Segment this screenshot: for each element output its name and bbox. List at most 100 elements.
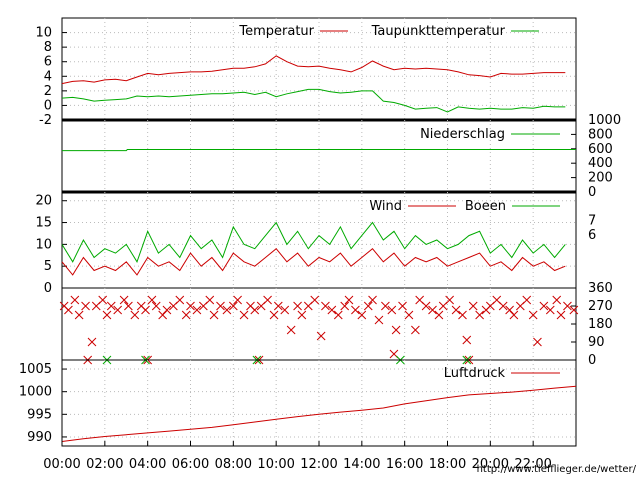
- y-tick-label: 600: [588, 142, 613, 157]
- direction-point: [340, 301, 350, 311]
- y-tick-label: 360: [588, 281, 613, 296]
- y-tick-label: 10: [35, 237, 52, 252]
- direction-point: [293, 301, 302, 311]
- direction-point: [545, 305, 555, 315]
- direction-point: [381, 301, 390, 311]
- direction-point: [286, 325, 296, 335]
- wind-direction-panel: 0 90 180 270 360: [59, 281, 613, 368]
- direction-point: [181, 310, 191, 320]
- x-tick-label: 04:00: [129, 457, 166, 472]
- direction-point: [333, 310, 343, 320]
- direction-point: [74, 310, 84, 320]
- direction-point: [368, 295, 377, 305]
- y-tick-label: 995: [27, 407, 52, 422]
- direction-point: [563, 301, 572, 311]
- x-tick-label: 06:00: [172, 457, 209, 472]
- direction-point: [192, 305, 202, 315]
- direction-point: [458, 310, 467, 320]
- direction-point: [102, 310, 112, 320]
- direction-point: [186, 301, 195, 311]
- y-tick-label: 6: [44, 55, 52, 70]
- direction-point: [87, 337, 97, 347]
- credit-link[interactable]: http://www.tiefflieger.de/wetter/: [477, 464, 637, 475]
- x-tick-label: 08:00: [215, 457, 252, 472]
- legend-label-luftdruck: Luftdruck: [444, 366, 506, 381]
- direction-point: [216, 301, 225, 311]
- y-tick-label: 270: [588, 299, 613, 314]
- y-tick-label: 90: [588, 335, 605, 350]
- y-tick-label: 5: [44, 259, 52, 274]
- direction-point: [158, 310, 168, 320]
- direction-point: [250, 305, 260, 315]
- y-tick-label: 800: [588, 127, 613, 142]
- series-line-niederschlag: [62, 149, 576, 152]
- series-line-boeen: [61, 221, 566, 263]
- x-tick-label: 16:00: [386, 457, 423, 472]
- direction-point: [404, 310, 414, 320]
- direction-point: [327, 305, 337, 315]
- legend-label-niederschlag: Niederschlag: [420, 127, 505, 142]
- direction-point: [209, 310, 219, 320]
- direction-point: [468, 301, 478, 311]
- direction-point: [310, 295, 320, 305]
- direction-point: [462, 335, 472, 345]
- direction-point: [263, 295, 272, 305]
- direction-point: [451, 305, 461, 315]
- direction-point: [498, 301, 508, 311]
- direction-point: [357, 310, 367, 320]
- y-tick-label: 0: [588, 353, 596, 368]
- series-line-luftdruck: [61, 385, 577, 442]
- x-tick-label: 22:00: [514, 457, 551, 472]
- y-tick-label: -2: [39, 113, 52, 128]
- direction-point: [428, 305, 437, 315]
- x-tick-label: 00:00: [43, 457, 80, 472]
- direction-point: [344, 295, 354, 305]
- direction-point: [411, 325, 420, 335]
- direction-point: [151, 301, 161, 311]
- direction-point: [539, 301, 549, 311]
- y-tick-label: 1000: [19, 385, 52, 400]
- direction-point: [569, 305, 579, 315]
- direction-point: [81, 301, 90, 311]
- legend-label-temperatur: Temperatur: [238, 24, 314, 39]
- y-tick-label: 400: [588, 156, 613, 171]
- y-tick-label: 1000: [588, 113, 621, 128]
- direction-point: [434, 310, 444, 320]
- direction-point: [387, 305, 397, 315]
- direction-point: [533, 337, 542, 347]
- direction-point: [222, 305, 232, 315]
- direction-point: [239, 310, 249, 320]
- x-tick-label: 20:00: [472, 457, 509, 472]
- direction-point: [228, 301, 238, 311]
- wind-panel: 0 5 10 15 20 76 Wind Boeen: [35, 191, 596, 296]
- direction-point: [445, 295, 454, 305]
- direction-point: [130, 310, 140, 320]
- y-tick-label: 0: [44, 98, 52, 113]
- direction-point: [147, 295, 157, 305]
- direction-point: [391, 325, 401, 335]
- series-line-wind: [61, 247, 566, 276]
- direction-point: [297, 310, 307, 320]
- pressure-panel: 990 995 1000 1005 Luftdruck: [19, 359, 577, 447]
- direction-point: [363, 301, 373, 311]
- direction-point: [70, 295, 80, 305]
- x-tick-label: 10:00: [257, 457, 294, 472]
- legend-label-boeen: Boeen: [465, 199, 506, 214]
- direction-point: [522, 295, 532, 305]
- direction-point: [321, 301, 330, 311]
- direction-point: [106, 301, 116, 311]
- direction-point: [205, 295, 215, 305]
- x-tick-label: 14:00: [343, 457, 380, 472]
- y-tick-label: 20: [35, 194, 52, 209]
- direction-point: [316, 331, 326, 341]
- direction-point: [351, 305, 360, 315]
- y-tick-label: 0: [44, 281, 52, 296]
- x-tick-label: 18:00: [429, 457, 466, 472]
- y-tick-label: 1005: [19, 362, 52, 377]
- direction-point: [552, 295, 562, 305]
- x-tick-label: 02:00: [86, 457, 123, 472]
- right-axis-label: 7: [588, 213, 596, 228]
- y-tick-label: 4: [44, 69, 52, 84]
